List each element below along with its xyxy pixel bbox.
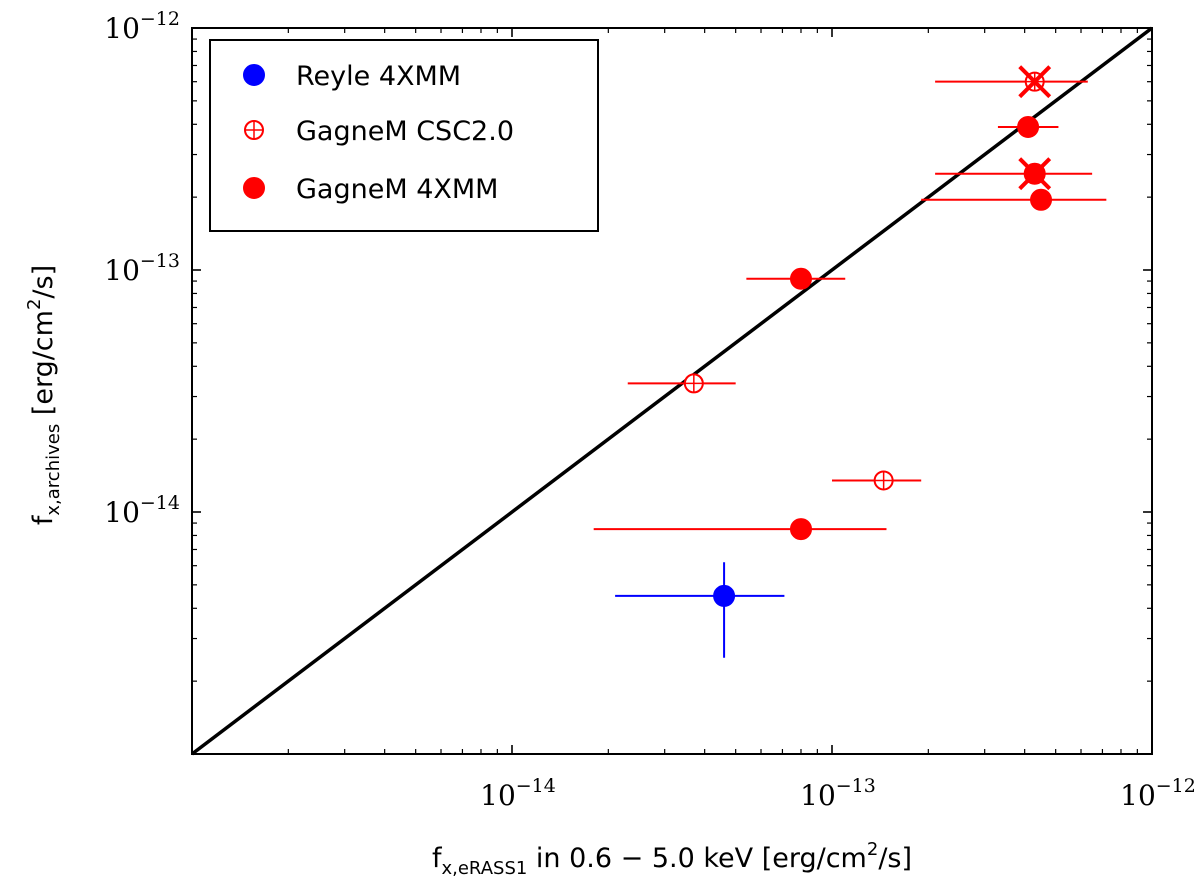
major-ticks	[192, 27, 1153, 754]
data-points	[593, 65, 1107, 658]
data-point	[1030, 188, 1053, 211]
x-tick-label: 10−12	[1120, 775, 1196, 812]
x-tick-label: 10−14	[480, 775, 556, 812]
y-tick-label: 10−12	[104, 8, 180, 45]
y-tick-label-exp: −14	[140, 492, 180, 514]
x-tick-label-base: 10	[480, 779, 516, 812]
x-label-mid: in 0.6 − 5.0 keV [erg/cm	[527, 843, 867, 874]
cross-marker	[1018, 65, 1052, 99]
one-to-one-line	[190, 26, 1154, 756]
y-label-f: f	[28, 514, 59, 525]
legend-marker	[243, 177, 265, 199]
y-tick-label-exp: −13	[140, 250, 180, 272]
y-label-sub: x,archives	[43, 424, 64, 516]
legend-label: GagneM 4XMM	[296, 174, 498, 205]
y-label-sup: 2	[24, 299, 45, 310]
y-tick-label-base: 10	[104, 12, 140, 45]
y-tick-label: 10−13	[104, 250, 180, 287]
legend-marker	[243, 64, 265, 86]
x-tick-label-exp: −14	[516, 775, 556, 797]
y-tick-label-base: 10	[104, 254, 140, 287]
data-point	[1017, 115, 1040, 138]
y-tick-label-base: 10	[104, 496, 140, 529]
y-label-end: /s]	[28, 265, 59, 299]
x-tick-label: 10−13	[800, 775, 876, 812]
legend-label: GagneM CSC2.0	[296, 116, 514, 147]
legend: Reyle 4XMM GagneM CSC2.0 GagneM 4XMM	[209, 39, 599, 232]
plot-frame	[191, 27, 1153, 755]
x-label-end: /s]	[878, 843, 912, 874]
legend-box	[209, 39, 599, 232]
x-tick-label-exp: −12	[1156, 775, 1196, 797]
data-point	[713, 584, 736, 607]
y-tick-label: 10−14	[104, 492, 180, 529]
y-axis-label: fx,archives [erg/cm2/s]	[24, 265, 64, 525]
x-label-sup: 2	[867, 839, 878, 860]
data-point	[789, 267, 812, 290]
x-label-f: f	[432, 843, 443, 874]
y-tick-label-exp: −12	[140, 8, 180, 30]
x-tick-label-exp: −13	[836, 775, 876, 797]
cross-marker	[1018, 157, 1052, 191]
y-label-mid: [erg/cm	[28, 310, 59, 424]
x-label-sub: x,eRASS1	[441, 858, 527, 879]
data-point	[789, 518, 812, 541]
x-axis-label: fx,eRASS1 in 0.6 − 5.0 keV [erg/cm2/s]	[432, 839, 912, 879]
legend-label: Reyle 4XMM	[296, 61, 461, 92]
x-tick-label-base: 10	[1120, 779, 1156, 812]
x-tick-label-base: 10	[800, 779, 836, 812]
